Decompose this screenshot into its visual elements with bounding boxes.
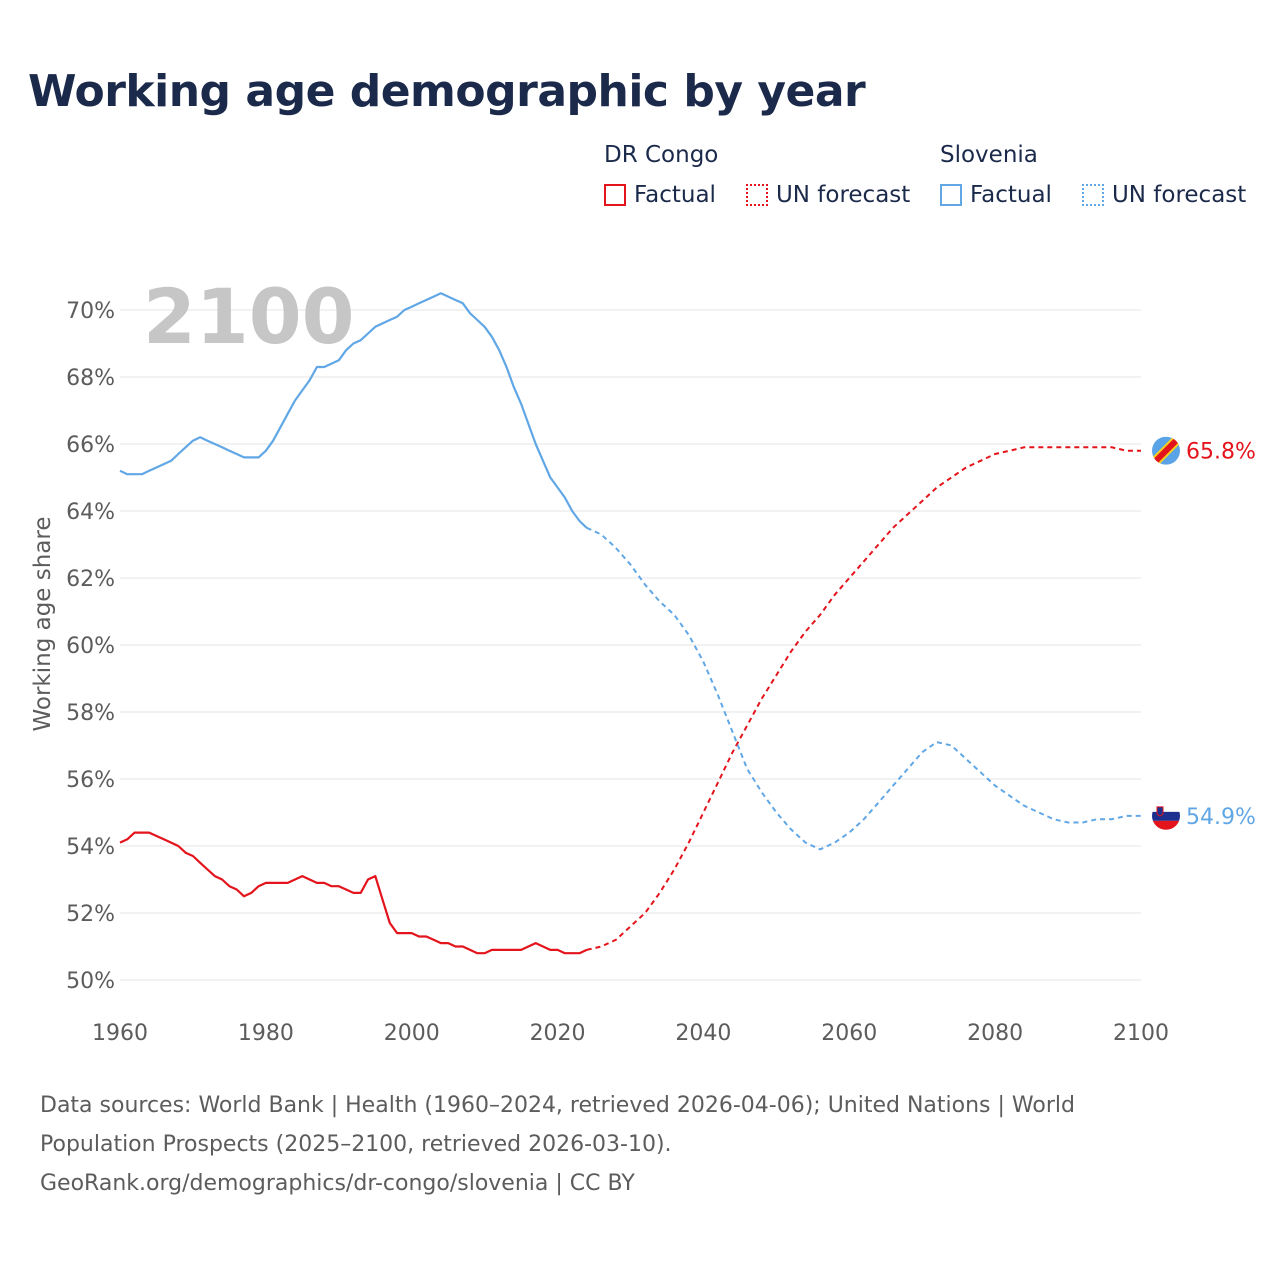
legend-swatch-forecast [745,184,768,206]
legend-swatch-forecast [1081,184,1104,206]
sources-line-3[interactable]: GeoRank.org/demographics/dr-congo/sloven… [40,1171,635,1196]
legend-swatch-factual [940,184,962,206]
legend-group-name: DR Congo [604,142,719,168]
series-dr-congo-factual [119,831,588,955]
x-tick-label: 2000 [384,1021,440,1046]
x-tick-label: 1960 [92,1021,148,1046]
end-value-label: 54.9% [1186,805,1256,830]
y-axis-label: Working age share [30,516,56,731]
x-tick-label: 1980 [238,1021,294,1046]
series-slovenia-forecast [586,526,1141,851]
x-tick-label: 2040 [675,1021,731,1046]
legend-label-factual: Factual [634,182,716,208]
legend-label-factual: Factual [970,182,1052,208]
y-axis-ticks: 50% 52% 54% 56% 58% 60% 62% 64% 66% 68% 70% [66,299,115,994]
y-tick-label: 58% [66,701,115,726]
y-tick-label: 64% [66,500,115,525]
y-tick-label: 52% [66,902,115,927]
y-tick-label: 62% [66,567,115,592]
flag-slovenia-icon [1152,801,1180,830]
series-slovenia-factual [119,292,588,529]
y-tick-label: 68% [66,366,115,391]
data-sources: Data sources: World Bank | Health (1960–… [40,1086,1230,1203]
y-tick-label: 54% [66,835,115,860]
year-watermark: 2100 [143,272,355,361]
legend-group-dr-congo: DR Congo Factual UN forecast [604,142,910,208]
sources-line-1: Data sources: World Bank | Health (1960–… [40,1093,1075,1118]
sources-line-2: Population Prospects (2025–2100, retriev… [40,1132,672,1157]
y-tick-label: 56% [66,768,115,793]
legend-group-name: Slovenia [940,142,1038,168]
x-tick-label: 2060 [821,1021,877,1046]
end-value-label: 65.8% [1186,440,1256,465]
y-tick-label: 66% [66,433,115,458]
x-tick-label: 2020 [530,1021,586,1046]
gridlines [120,309,1141,981]
x-axis-ticks: 1960 1980 2000 2020 2040 2060 2080 2100 [92,1021,1169,1046]
y-tick-label: 70% [66,299,115,324]
series-dr-congo-forecast [586,446,1141,951]
flag-dr-congo-icon [1152,436,1180,465]
end-markers: 65.8% 54.9% [1152,436,1256,830]
line-chart: 50%52%54%56%58%60%62%64%66%68%70% 1960 19… [30,272,1256,1046]
chart-title: Working age demographic by year [28,66,866,117]
legend-swatch-factual [604,184,626,206]
x-tick-label: 2100 [1113,1021,1169,1046]
legend-group-slovenia: Slovenia Factual UN forecast [940,142,1246,208]
y-tick-label: 50% [66,969,115,994]
legend-label-forecast: UN forecast [1111,182,1247,208]
legend-label-forecast: UN forecast [775,182,911,208]
x-tick-label: 2080 [967,1021,1023,1046]
series-lines [119,292,1141,955]
y-tick-label: 60% [66,634,115,659]
